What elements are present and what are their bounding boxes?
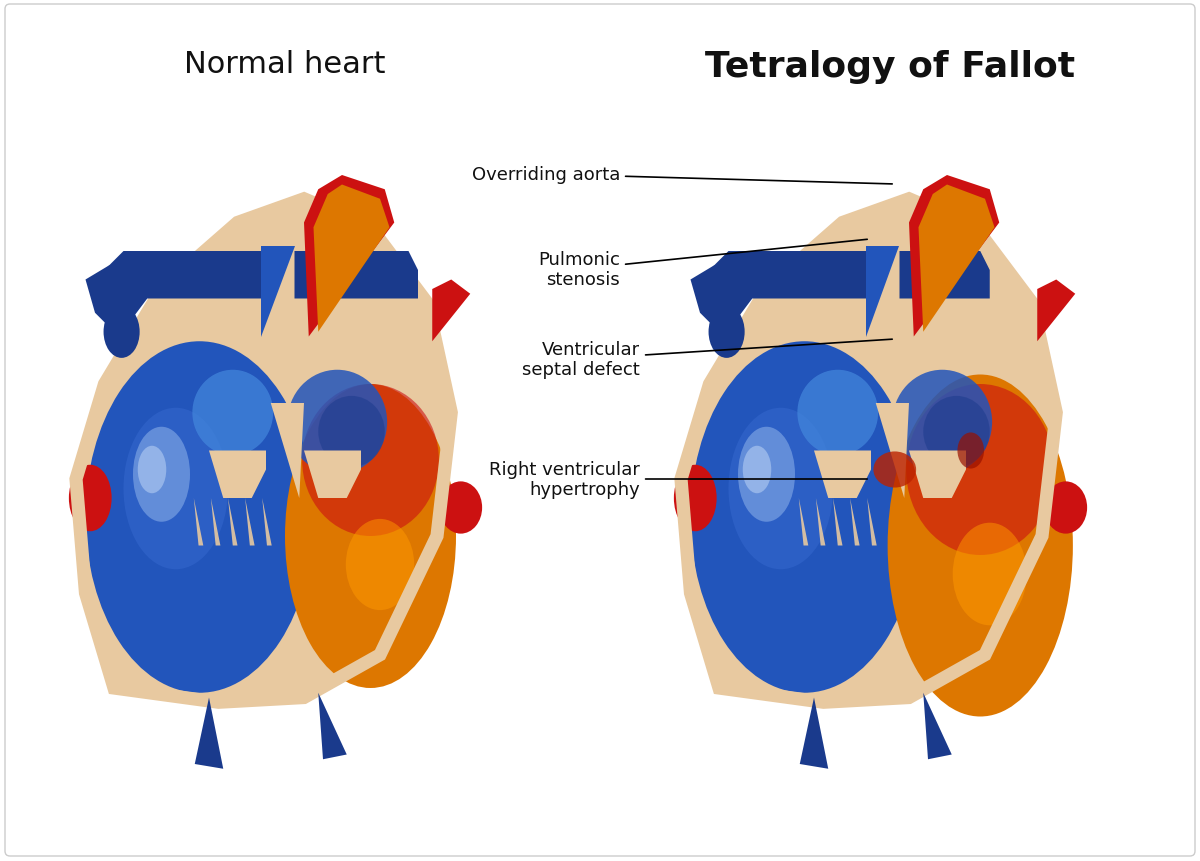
- PathPatch shape: [304, 176, 395, 338]
- PathPatch shape: [313, 185, 390, 332]
- Ellipse shape: [958, 433, 984, 469]
- PathPatch shape: [814, 451, 871, 499]
- Ellipse shape: [133, 427, 190, 522]
- Ellipse shape: [85, 342, 313, 693]
- PathPatch shape: [799, 499, 809, 546]
- PathPatch shape: [833, 499, 842, 546]
- PathPatch shape: [304, 451, 361, 499]
- PathPatch shape: [900, 251, 990, 299]
- PathPatch shape: [85, 266, 148, 338]
- PathPatch shape: [876, 404, 910, 499]
- Ellipse shape: [302, 385, 439, 536]
- Text: Normal heart: Normal heart: [185, 50, 385, 79]
- PathPatch shape: [709, 251, 866, 299]
- Ellipse shape: [1044, 482, 1087, 534]
- Ellipse shape: [318, 396, 385, 468]
- Ellipse shape: [690, 342, 918, 693]
- PathPatch shape: [866, 247, 900, 338]
- PathPatch shape: [209, 451, 266, 499]
- PathPatch shape: [194, 697, 223, 769]
- Text: Overriding aorta: Overriding aorta: [472, 166, 893, 185]
- PathPatch shape: [850, 499, 859, 546]
- Ellipse shape: [138, 446, 167, 493]
- PathPatch shape: [194, 499, 203, 546]
- Ellipse shape: [893, 370, 992, 474]
- PathPatch shape: [910, 176, 1000, 338]
- Ellipse shape: [797, 370, 878, 455]
- Ellipse shape: [953, 523, 1027, 626]
- Text: Right ventricular
hypertrophy: Right ventricular hypertrophy: [490, 460, 868, 499]
- PathPatch shape: [1037, 280, 1075, 342]
- Ellipse shape: [439, 482, 482, 534]
- Ellipse shape: [103, 307, 139, 358]
- PathPatch shape: [682, 200, 1056, 703]
- Ellipse shape: [728, 408, 833, 570]
- PathPatch shape: [799, 697, 828, 769]
- Ellipse shape: [287, 370, 388, 474]
- Text: Pulmonic
stenosis: Pulmonic stenosis: [538, 240, 868, 289]
- Ellipse shape: [923, 396, 990, 468]
- PathPatch shape: [262, 247, 294, 338]
- PathPatch shape: [211, 499, 221, 546]
- PathPatch shape: [923, 693, 952, 759]
- Ellipse shape: [674, 465, 716, 531]
- PathPatch shape: [816, 499, 826, 546]
- Ellipse shape: [124, 408, 228, 570]
- Ellipse shape: [286, 385, 456, 688]
- PathPatch shape: [318, 693, 347, 759]
- Ellipse shape: [743, 446, 772, 493]
- PathPatch shape: [910, 451, 966, 499]
- Ellipse shape: [192, 370, 274, 455]
- Ellipse shape: [346, 519, 414, 610]
- PathPatch shape: [918, 185, 995, 332]
- Ellipse shape: [906, 385, 1055, 555]
- Ellipse shape: [874, 452, 916, 488]
- PathPatch shape: [432, 280, 470, 342]
- FancyBboxPatch shape: [5, 5, 1195, 856]
- Ellipse shape: [708, 307, 745, 358]
- PathPatch shape: [263, 499, 271, 546]
- Text: Tetralogy of Fallot: Tetralogy of Fallot: [704, 50, 1075, 84]
- Text: Ventricular
septal defect: Ventricular septal defect: [522, 340, 893, 379]
- PathPatch shape: [271, 404, 304, 499]
- Ellipse shape: [888, 375, 1073, 716]
- PathPatch shape: [76, 200, 451, 703]
- PathPatch shape: [294, 251, 418, 299]
- PathPatch shape: [868, 499, 877, 546]
- PathPatch shape: [104, 251, 262, 299]
- PathPatch shape: [690, 266, 752, 338]
- PathPatch shape: [245, 499, 254, 546]
- Ellipse shape: [68, 465, 112, 531]
- Ellipse shape: [738, 427, 796, 522]
- PathPatch shape: [228, 499, 238, 546]
